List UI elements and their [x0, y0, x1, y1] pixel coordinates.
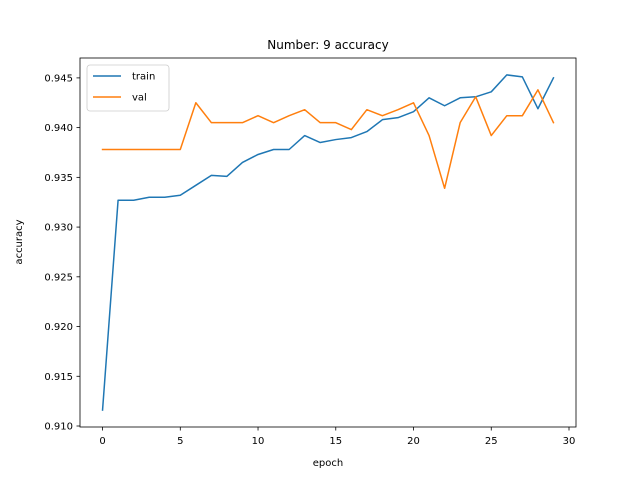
series-line-train — [101, 74, 555, 411]
legend-label-train: train — [132, 72, 155, 83]
legend-box — [86, 64, 170, 112]
chart-title: Number: 9 accuracy — [267, 38, 388, 52]
x-tick-label: 0 — [99, 436, 105, 447]
legend-label-val: val — [132, 93, 147, 104]
y-tick-label: 0.910 — [44, 422, 73, 433]
y-tick-label: 0.925 — [44, 272, 73, 283]
y-tick-label: 0.935 — [44, 173, 73, 184]
x-tick-label: 25 — [485, 436, 498, 447]
y-axis-label: accuracy — [14, 219, 25, 264]
x-tick-label: 15 — [329, 436, 342, 447]
y-tick-label: 0.940 — [44, 123, 73, 134]
y-tick-label: 0.915 — [44, 372, 73, 383]
y-tick-label: 0.920 — [44, 322, 73, 333]
y-tick-label: 0.945 — [44, 73, 73, 84]
legend: train val — [86, 64, 170, 112]
x-tick-label: 10 — [252, 436, 265, 447]
plot-area: 0 5 10 15 20 25 30 0.910 0.915 0.920 0.925 0.930 0.9… — [44, 57, 577, 447]
x-tick-label: 5 — [177, 436, 183, 447]
x-tick-label: 30 — [563, 436, 576, 447]
x-tick-label: 20 — [407, 436, 420, 447]
axes-frame — [79, 57, 577, 428]
x-axis-label: epoch — [313, 458, 343, 469]
series-line-val — [101, 89, 555, 190]
y-tick-label: 0.930 — [44, 223, 73, 234]
